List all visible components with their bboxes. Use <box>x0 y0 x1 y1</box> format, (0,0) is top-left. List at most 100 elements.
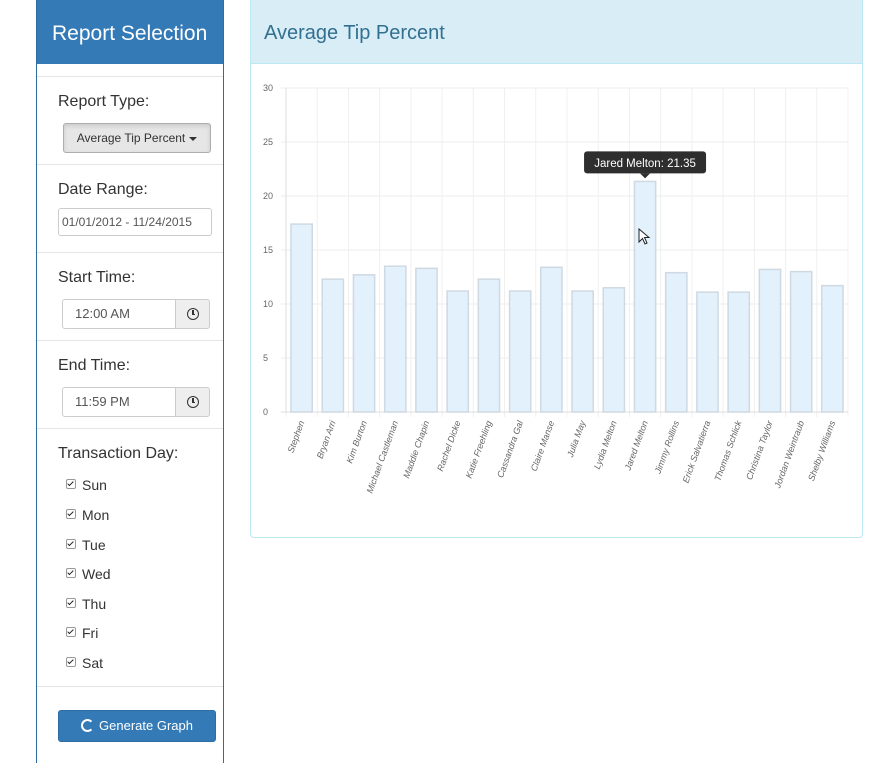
report-type-dropdown[interactable]: Average Tip Percent <box>63 123 211 153</box>
tooltip-text: Jared Melton: 21.35 <box>594 158 696 170</box>
day-checkbox-sun[interactable]: Sun <box>66 475 107 495</box>
bar[interactable] <box>383 265 407 413</box>
y-tick-label: 15 <box>263 245 273 255</box>
start-time-label: Start Time: <box>58 269 136 286</box>
x-tick-label: Shelby Williams <box>806 419 837 482</box>
report-type-value: Average Tip Percent <box>76 131 186 145</box>
x-tick-label: Stephen <box>286 419 307 454</box>
checkbox-checked-icon <box>66 568 76 579</box>
date-range-section: Date Range: 01/01/2012 - 11/24/2015 <box>37 164 223 252</box>
day-checkbox-fri[interactable]: Fri <box>66 623 98 643</box>
end-time-section: End Time: 11:59 PM <box>37 340 223 428</box>
mouse-cursor-icon <box>638 228 651 245</box>
panel-title: Average Tip Percent <box>251 0 862 64</box>
bar[interactable] <box>821 284 844 413</box>
start-time-input[interactable]: 12:00 AM <box>62 299 176 329</box>
day-checkbox-sat[interactable]: Sat <box>66 653 103 673</box>
start-time-section: Start Time: 12:00 AM <box>37 252 223 340</box>
divider <box>37 686 223 687</box>
x-tick-label: Claire Manse <box>529 419 557 472</box>
day-checkbox-thu[interactable]: Thu <box>66 594 106 614</box>
x-tick-label: Jimmy Rollins <box>652 419 681 476</box>
day-label: Sun <box>82 477 107 493</box>
x-tick-label: Katie Freehling <box>464 419 494 479</box>
start-time-picker: 12:00 AM <box>62 299 210 329</box>
day-checkbox-tue[interactable]: Tue <box>66 535 106 555</box>
chart-tooltip: Jared Melton: 21.35 <box>584 151 707 179</box>
clock-icon <box>187 308 199 320</box>
day-label: Sat <box>82 655 104 671</box>
bar[interactable] <box>727 291 751 413</box>
x-tick-label: Jordan Weintraub <box>772 419 806 490</box>
caret-down-icon <box>189 136 198 141</box>
end-time-input[interactable]: 11:59 PM <box>62 387 176 417</box>
x-tick-label: Erick Salvatierra <box>681 419 713 484</box>
checkbox-checked-icon <box>66 509 76 520</box>
x-tick-label: Rachel Dicke <box>435 419 463 472</box>
x-tick-label: Michael Castleman <box>365 419 401 494</box>
start-time-clock-button[interactable] <box>175 299 210 329</box>
y-tick-label: 0 <box>263 407 268 417</box>
date-range-label: Date Range: <box>58 181 148 198</box>
bar[interactable] <box>789 270 813 413</box>
y-axis-ticks: 0 5 10 15 20 25 30 <box>263 83 273 417</box>
tooltip-box: Jared Melton: 21.35 <box>584 151 707 179</box>
bar[interactable] <box>508 290 532 413</box>
checkbox-checked-icon <box>66 479 76 490</box>
day-label: Fri <box>82 625 99 641</box>
x-tick-label: Julia May <box>565 419 588 460</box>
clock-icon <box>187 396 199 408</box>
x-tick-label: Thomas Schlick <box>712 419 743 483</box>
y-tick-label: 5 <box>263 353 268 363</box>
refresh-icon <box>81 719 95 733</box>
bar-chart: 0 5 10 15 20 25 30 Stephen Bryan Arri Kim Burton… <box>263 83 849 495</box>
sidebar-title: Report Selection <box>37 0 223 64</box>
bar[interactable] <box>290 223 313 413</box>
transaction-day-section: Transaction Day: Sun Mon Tue Wed Thu Fri… <box>37 428 223 686</box>
report-selection-sidebar: Report Selection Report Type: Average Ti… <box>36 0 224 763</box>
chart-grid <box>281 87 849 417</box>
date-range-input[interactable]: 01/01/2012 - 11/24/2015 <box>58 208 212 236</box>
bar[interactable] <box>633 180 657 413</box>
tooltip-background <box>584 151 707 174</box>
bar[interactable] <box>352 274 376 413</box>
day-label: Mon <box>82 507 110 523</box>
chart-bars <box>290 180 844 413</box>
bar[interactable] <box>602 287 626 413</box>
bar[interactable] <box>415 267 438 413</box>
generate-graph-label: Generate Graph <box>99 718 193 733</box>
bar[interactable] <box>321 278 345 413</box>
checkbox-checked-icon <box>66 657 76 668</box>
y-tick-label: 30 <box>263 83 273 93</box>
day-checkbox-mon[interactable]: Mon <box>66 505 109 525</box>
day-label: Wed <box>82 566 111 582</box>
end-time-picker: 11:59 PM <box>62 387 210 417</box>
x-tick-label: Cassandra Gal <box>495 418 525 479</box>
report-type-section: Report Type: Average Tip Percent <box>37 76 223 164</box>
day-checkbox-wed[interactable]: Wed <box>66 564 111 584</box>
checkbox-checked-icon <box>66 598 76 609</box>
chart-panel: Average Tip Percent 0 5 10 15 20 25 30 Stephen… <box>250 0 863 538</box>
bar[interactable] <box>696 291 719 413</box>
bar[interactable] <box>446 290 470 413</box>
bar[interactable] <box>758 268 782 413</box>
x-tick-label: Maddie Chapin <box>401 419 431 479</box>
x-tick-label: Kim Burton <box>344 419 369 464</box>
bar[interactable] <box>664 271 688 413</box>
bar[interactable] <box>540 266 563 413</box>
y-tick-label: 20 <box>263 191 273 201</box>
bar[interactable] <box>477 278 501 413</box>
checkbox-checked-icon <box>66 627 76 638</box>
y-tick-label: 10 <box>263 299 273 309</box>
bar[interactable] <box>571 290 594 413</box>
generate-graph-button[interactable]: Generate Graph <box>58 710 216 742</box>
end-time-label: End Time: <box>58 357 131 374</box>
x-tick-label: Bryan Arri <box>315 418 338 460</box>
x-tick-label: Jared Melton <box>622 419 650 472</box>
y-tick-label: 25 <box>263 137 273 147</box>
report-type-label: Report Type: <box>58 93 150 110</box>
tooltip-arrow <box>640 173 651 179</box>
end-time-clock-button[interactable] <box>175 387 210 417</box>
day-label: Tue <box>82 537 106 553</box>
